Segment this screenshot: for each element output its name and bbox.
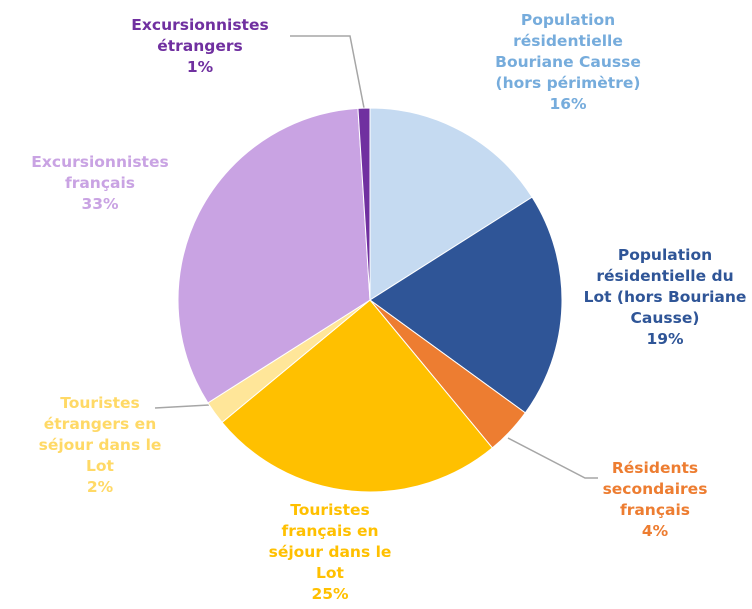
leader-line — [290, 35, 365, 109]
pie-slice — [369, 196, 563, 414]
value-label: 19% — [646, 330, 684, 348]
slice-label: Touristes étrangers en séjour dans le Lo… — [30, 393, 170, 498]
value-label: 4% — [641, 522, 669, 540]
category-label: Résidents secondaires français — [602, 459, 708, 519]
category-label: Population résidentielle Bouriane Causse… — [495, 11, 641, 92]
pie-slice — [369, 107, 533, 301]
pie-slice — [221, 299, 494, 493]
pie-slice — [177, 107, 371, 404]
value-label: 16% — [549, 95, 587, 113]
category-label: Excursionnistes français — [31, 153, 169, 192]
pie-slice — [357, 107, 371, 301]
leader-line — [507, 437, 598, 479]
category-label: Excursionnistes étrangers — [131, 16, 269, 55]
category-label: Touristes étrangers en séjour dans le Lo… — [38, 394, 162, 475]
category-label: Touristes français en séjour dans le Lot — [268, 501, 392, 582]
slice-label: Population résidentielle du Lot (hors Bo… — [580, 245, 750, 350]
value-label: 25% — [311, 585, 349, 603]
category-label: Population résidentielle du Lot (hors Bo… — [583, 246, 747, 327]
value-label: 33% — [81, 195, 119, 213]
value-label: 1% — [186, 58, 214, 76]
slice-label: Population résidentielle Bouriane Causse… — [478, 10, 658, 115]
value-label: 2% — [86, 478, 114, 496]
slice-label: Excursionnistes étrangers 1% — [110, 15, 290, 78]
slice-label: Résidents secondaires français 4% — [590, 458, 720, 542]
slice-label: Touristes français en séjour dans le Lot… — [265, 500, 395, 605]
leader-line — [154, 404, 210, 409]
slice-label: Excursionnistes français 33% — [15, 152, 185, 215]
